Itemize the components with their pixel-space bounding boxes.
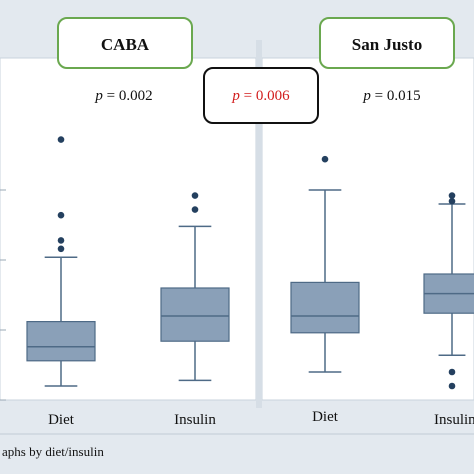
p-value-san-justo: p = 0.015 [362,88,420,104]
box-caba-diet [26,321,96,362]
outlier-caba-diet-0 [57,245,65,253]
outlier-caba-diet-2 [57,211,65,219]
p-text-caba: = 0.002 [103,88,153,104]
p-symbol-caba: p [94,88,103,104]
outlier-sj-insulin-3 [448,192,456,199]
footer-text: aphs by diet/insulin [2,444,104,459]
category-label-caba-insulin: Insulin [174,412,216,428]
category-label-sj-insulin: Insulin [434,412,474,428]
outlier-sj-diet-0 [321,155,329,163]
p-value-between: p = 0.006 [231,88,290,104]
highlight-box [203,67,319,124]
outlier-caba-insulin-1 [191,192,199,199]
p-value-caba: p = 0.002 [94,88,152,104]
group-label-san-justo: San Justo [352,35,422,54]
p-symbol-between: p [231,88,240,104]
y-axis-ticks [0,189,6,401]
p-text-san-justo: = 0.015 [371,88,421,104]
outlier-caba-insulin-0 [191,206,199,213]
footer-strip [0,400,474,474]
outlier-sj-insulin-0 [448,382,456,390]
outlier-sj-insulin-2 [448,197,456,205]
box-marks [26,136,474,390]
group-label-caba: CABA [101,35,150,54]
box-sj-diet [290,281,360,334]
p-text-between: = 0.006 [240,88,290,104]
outlier-caba-diet-3 [57,136,65,143]
box-caba-insulin [160,287,230,342]
outlier-caba-diet-1 [57,237,65,244]
group-box-san-justo [319,17,455,69]
p-symbol-san-justo: p [362,88,371,104]
category-label-caba-diet: Diet [48,412,75,428]
group-box-caba [57,17,193,69]
panel-separator [256,40,262,408]
category-label-sj-diet: Diet [312,409,339,425]
outlier-sj-insulin-1 [448,368,456,376]
